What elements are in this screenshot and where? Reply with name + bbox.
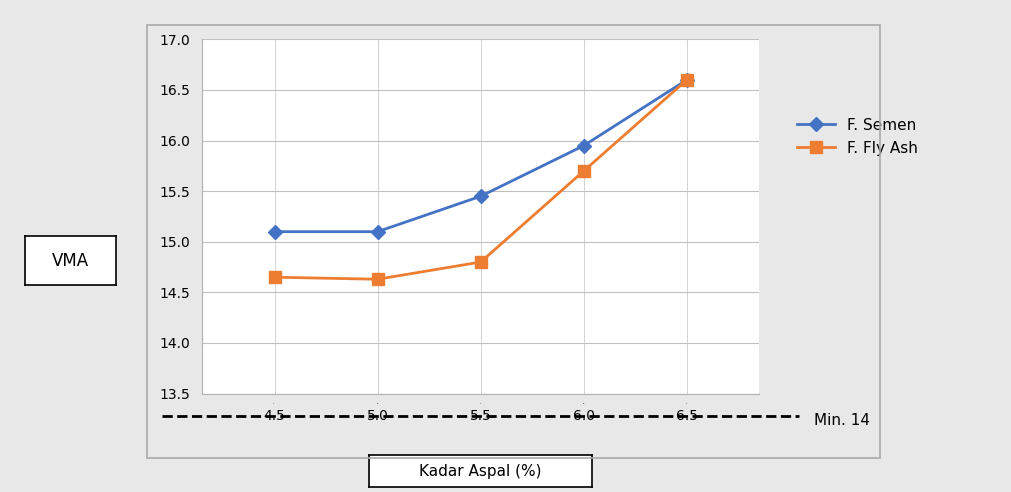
- F. Fly Ash: [680, 77, 693, 83]
- Text: 5.5: 5.5: [469, 409, 491, 423]
- F. Fly Ash: [268, 274, 280, 280]
- Line: F. Semen: F. Semen: [269, 75, 692, 237]
- F. Semen: [474, 193, 486, 199]
- F. Fly Ash: [371, 277, 383, 282]
- Text: 6.0: 6.0: [572, 409, 594, 423]
- Text: Kadar Aspal (%): Kadar Aspal (%): [419, 463, 542, 479]
- F. Semen: [577, 143, 589, 149]
- Legend: F. Semen, F. Fly Ash: F. Semen, F. Fly Ash: [789, 111, 924, 164]
- F. Fly Ash: [474, 259, 486, 265]
- F. Semen: [680, 77, 693, 83]
- Text: 6.5: 6.5: [675, 409, 698, 423]
- F. Semen: [268, 229, 280, 235]
- Text: VMA: VMA: [53, 252, 89, 270]
- Text: 4.5: 4.5: [263, 409, 285, 423]
- Line: F. Fly Ash: F. Fly Ash: [269, 74, 692, 285]
- F. Fly Ash: [577, 168, 589, 174]
- Text: 5.0: 5.0: [366, 409, 388, 423]
- F. Semen: [371, 229, 383, 235]
- Text: Min. 14: Min. 14: [814, 413, 869, 428]
